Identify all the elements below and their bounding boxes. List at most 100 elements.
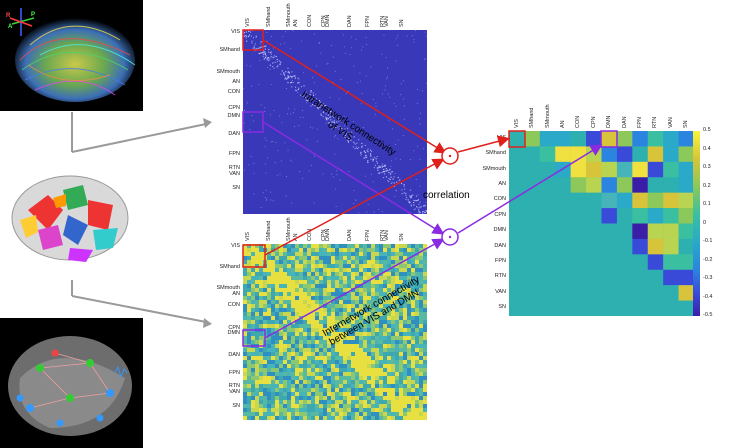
matrix-cell (243, 296, 247, 300)
matrix-cell (267, 248, 271, 252)
matrix-dot (390, 166, 392, 167)
matrix-cell (411, 412, 415, 416)
matrix-cell (371, 384, 375, 388)
matrix-cell (415, 316, 419, 320)
matrix-cell (259, 364, 263, 368)
matrix-cell (283, 300, 287, 304)
matrix-dot (279, 173, 281, 175)
matrix-dot (285, 195, 287, 197)
matrix-cell (375, 340, 379, 344)
row-label: SN (232, 185, 240, 191)
matrix-dot (268, 51, 270, 53)
matrix-cell (371, 252, 375, 256)
matrix-cell (359, 284, 363, 288)
matrix-cell (287, 348, 291, 352)
matrix-cell (411, 248, 415, 252)
matrix-dot (244, 110, 245, 111)
matrix-dot (413, 201, 415, 203)
matrix-cell (251, 416, 255, 420)
matrix-cell (383, 336, 387, 340)
matrix-cell (419, 304, 423, 308)
matrix-cell (335, 300, 339, 304)
network-row-label: VIS (497, 134, 506, 141)
matrix-cell (323, 360, 327, 364)
matrix-cell (259, 340, 263, 344)
matrix-cell (251, 296, 255, 300)
matrix-cell (303, 320, 307, 324)
matrix-cell (335, 408, 339, 412)
matrix-cell (307, 296, 311, 300)
matrix-dot (332, 82, 334, 83)
network-cell (647, 208, 664, 224)
matrix-dot (384, 89, 386, 91)
matrix-cell (339, 392, 343, 396)
matrix-dot (267, 66, 269, 68)
matrix-cell (319, 372, 323, 376)
matrix-dot (280, 43, 282, 45)
matrix-cell (267, 256, 271, 260)
matrix-cell (279, 288, 283, 292)
matrix-cell (375, 408, 379, 412)
matrix-cell (339, 272, 343, 276)
matrix-cell (263, 304, 267, 308)
matrix-cell (415, 344, 419, 348)
matrix-cell (367, 244, 371, 248)
matrix-cell (411, 348, 415, 352)
matrix-cell (331, 380, 335, 384)
matrix-cell (403, 364, 407, 368)
matrix-cell (375, 264, 379, 268)
matrix-cell (275, 388, 279, 392)
matrix-dot (392, 128, 393, 130)
matrix-cell (255, 276, 259, 280)
matrix-cell (315, 312, 319, 316)
matrix-dot (419, 123, 421, 125)
matrix-cell (319, 292, 323, 296)
matrix-cell (419, 352, 423, 356)
matrix-cell (315, 352, 319, 356)
matrix-cell (303, 392, 307, 396)
matrix-dot (389, 172, 391, 173)
matrix-dot (387, 76, 388, 78)
matrix-cell (355, 260, 359, 264)
matrix-cell (367, 412, 371, 416)
matrix-cell (399, 340, 403, 344)
network-cell (647, 177, 664, 193)
matrix-cell (391, 408, 395, 412)
matrix-cell (299, 316, 303, 320)
matrix-cell (367, 384, 371, 388)
matrix-cell (299, 400, 303, 404)
matrix-cell (319, 248, 323, 252)
matrix-cell (247, 320, 251, 324)
matrix-cell (255, 340, 259, 344)
matrix-cell (275, 404, 279, 408)
matrix-cell (383, 256, 387, 260)
matrix-cell (271, 320, 275, 324)
matrix-cell (407, 416, 411, 420)
matrix-cell (311, 332, 315, 336)
matrix-dot (284, 142, 286, 144)
matrix-dot (254, 50, 256, 52)
matrix-cell (383, 264, 387, 268)
matrix-cell (347, 248, 351, 252)
matrix-cell (331, 376, 335, 380)
matrix-cell (271, 308, 275, 312)
matrix-cell (291, 280, 295, 284)
matrix-cell (311, 288, 315, 292)
matrix-cell (391, 256, 395, 260)
matrix-cell (307, 412, 311, 416)
matrix-cell (303, 412, 307, 416)
network-cell (663, 285, 679, 301)
matrix-cell (307, 312, 311, 316)
matrix-cell (295, 304, 299, 308)
matrix-cell (347, 340, 351, 344)
matrix-cell (403, 412, 407, 416)
matrix-cell (419, 348, 423, 352)
matrix-cell (283, 296, 287, 300)
matrix-cell (423, 264, 427, 268)
matrix-cell (243, 348, 247, 352)
matrix-cell (327, 344, 331, 348)
matrix-dot (260, 207, 262, 208)
matrix-cell (275, 392, 279, 396)
matrix-cell (247, 248, 251, 252)
matrix-cell (263, 320, 267, 324)
